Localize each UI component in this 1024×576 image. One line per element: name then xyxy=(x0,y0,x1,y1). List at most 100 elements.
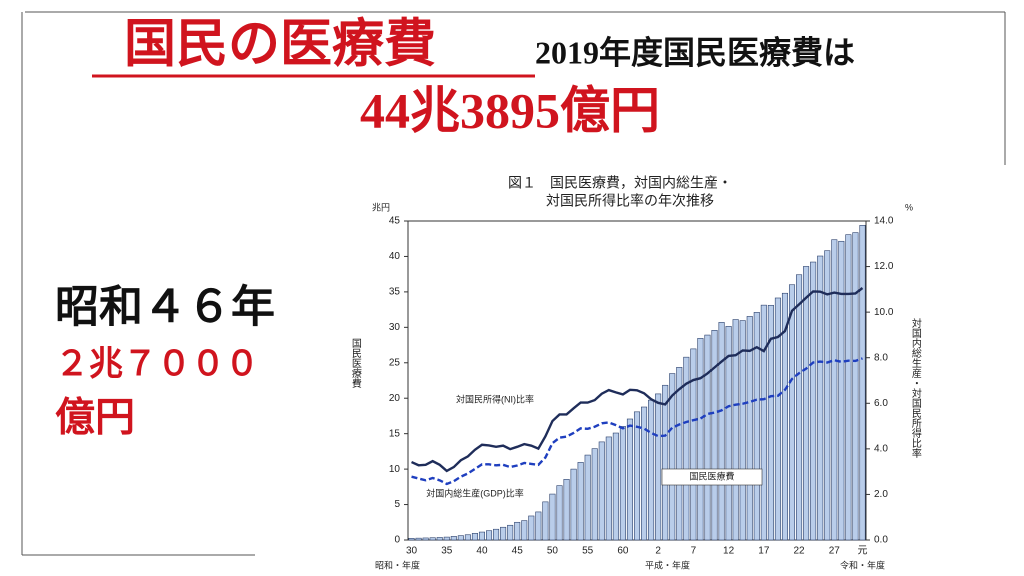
x-tick-label: 27 xyxy=(829,546,841,557)
bar xyxy=(478,531,486,541)
bar xyxy=(514,521,521,541)
slide-title: 国民の医療費 xyxy=(124,16,436,74)
bar xyxy=(450,536,457,541)
bar xyxy=(810,261,817,541)
headline: 2019年度国民医療費は xyxy=(535,34,855,70)
bar xyxy=(493,528,500,541)
y2-label: 対国内総生産・対国民所得比率 xyxy=(909,317,921,459)
y2-unit: % xyxy=(905,202,913,212)
bar xyxy=(542,501,549,541)
x-tick-label: 45 xyxy=(512,546,524,557)
bar xyxy=(570,468,577,541)
y-tick-label: 35 xyxy=(389,287,401,298)
y-unit: 兆円 xyxy=(372,202,390,212)
y2-tick-label: 12.0 xyxy=(874,261,894,272)
y-tick-label: 0 xyxy=(394,535,400,546)
bar xyxy=(443,536,450,541)
bar xyxy=(633,411,641,541)
x-group-label: 昭和・年度 xyxy=(375,559,420,570)
y2-tick-label: 8.0 xyxy=(874,352,888,363)
y-label: 国民医療費 xyxy=(349,338,361,389)
chart-title: 対国民所得比率の年次推移 xyxy=(546,193,714,209)
bar xyxy=(669,373,676,541)
y2-tick-label: 0.0 xyxy=(874,535,888,546)
bar xyxy=(803,266,810,541)
bar xyxy=(549,493,556,541)
bar xyxy=(760,304,767,541)
x-tick-label: 40 xyxy=(476,546,488,557)
x-tick-label: 60 xyxy=(617,546,629,557)
bar xyxy=(690,348,697,541)
y2-tick-label: 6.0 xyxy=(874,398,888,409)
bar xyxy=(781,292,788,541)
bar xyxy=(584,454,591,541)
x-tick-label: 35 xyxy=(441,546,453,557)
bar xyxy=(591,448,598,541)
line xyxy=(411,287,864,473)
bar xyxy=(528,515,535,541)
x-tick-label: 17 xyxy=(758,546,770,557)
bar xyxy=(753,312,760,541)
chart-title: 図１ 国民医療費，対国内総生産・ xyxy=(508,175,732,191)
bar xyxy=(563,479,570,541)
y-tick-label: 45 xyxy=(389,216,401,227)
bar xyxy=(767,304,774,541)
side-amount: ２兆７０００ xyxy=(55,345,259,383)
bar xyxy=(796,274,803,541)
bar xyxy=(457,535,464,541)
bar xyxy=(725,326,732,541)
bar xyxy=(556,485,563,541)
bar xyxy=(817,255,824,541)
x-tick-label: 22 xyxy=(793,546,805,557)
bar xyxy=(507,524,514,541)
bar xyxy=(697,338,704,541)
bar xyxy=(774,297,781,541)
amount: 44兆3895億円 xyxy=(360,82,660,138)
bar xyxy=(612,432,619,541)
x-group-label: 平成・年度 xyxy=(645,559,690,570)
bar xyxy=(704,334,711,541)
bar xyxy=(436,537,443,541)
x-group-label: 令和・年度 xyxy=(840,559,885,570)
y2-tick-label: 2.0 xyxy=(874,489,888,500)
y-tick-label: 15 xyxy=(389,428,401,439)
bar xyxy=(408,537,415,541)
bar xyxy=(471,533,478,541)
line xyxy=(411,357,863,486)
x-tick-label: 50 xyxy=(547,546,559,557)
bar xyxy=(831,239,838,541)
y-tick-label: 20 xyxy=(389,393,401,404)
y2-tick-label: 4.0 xyxy=(874,443,888,454)
bar xyxy=(422,537,429,541)
bar xyxy=(859,225,866,541)
bar xyxy=(535,511,542,541)
side-unit: 億円 xyxy=(55,396,135,440)
y-tick-label: 5 xyxy=(394,499,400,510)
bar xyxy=(429,537,436,541)
y-tick-label: 25 xyxy=(389,357,401,368)
x-tick-label: 12 xyxy=(723,546,735,557)
bar xyxy=(845,234,852,541)
bar xyxy=(711,330,718,541)
y-tick-label: 10 xyxy=(389,464,401,475)
bar xyxy=(739,320,746,541)
bar xyxy=(718,322,725,541)
bar xyxy=(732,319,739,541)
bar xyxy=(824,250,831,541)
bar xyxy=(648,399,655,541)
series-label: 対国民所得(NI)比率 xyxy=(456,393,534,404)
bar xyxy=(486,530,493,541)
bar xyxy=(788,284,796,541)
series-label: 国民医療費 xyxy=(689,470,734,481)
bar xyxy=(521,520,528,541)
bar xyxy=(626,418,633,541)
x-tick-label: 7 xyxy=(691,546,697,557)
bar xyxy=(619,426,626,541)
y-tick-label: 40 xyxy=(389,251,401,262)
bar xyxy=(838,240,845,541)
bar xyxy=(641,406,648,541)
x-tick-label: 55 xyxy=(582,546,594,557)
bar xyxy=(683,356,690,541)
y2-tick-label: 10.0 xyxy=(874,307,894,318)
